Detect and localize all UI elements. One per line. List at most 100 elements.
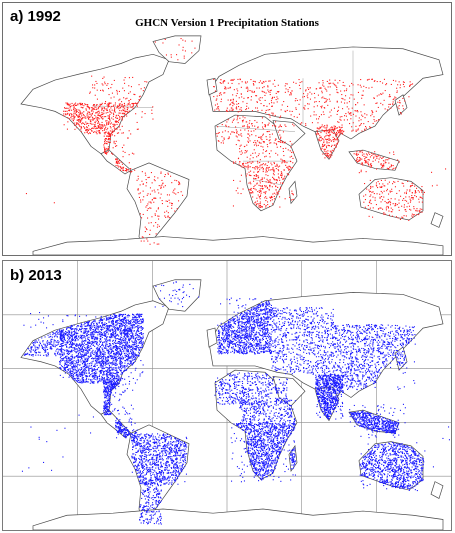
- station-point: [117, 121, 119, 123]
- station-point: [380, 179, 382, 181]
- station-point: [133, 348, 135, 350]
- station-point: [336, 91, 338, 93]
- station-point: [111, 320, 113, 322]
- station-point: [98, 359, 100, 361]
- station-point: [103, 360, 105, 362]
- station-point: [119, 118, 121, 120]
- station-point: [94, 376, 96, 378]
- station-point: [103, 335, 105, 337]
- station-point: [326, 124, 328, 126]
- station-point: [418, 214, 420, 216]
- station-point: [389, 190, 391, 192]
- station-point: [147, 208, 149, 210]
- station-point: [135, 102, 137, 104]
- station-point: [127, 107, 129, 109]
- station-point: [71, 332, 73, 334]
- station-point: [273, 170, 275, 172]
- station-point: [368, 201, 370, 203]
- station-point: [64, 357, 66, 359]
- station-point: [125, 322, 127, 324]
- station-point: [86, 126, 88, 128]
- station-point: [80, 368, 82, 370]
- station-point: [237, 187, 239, 189]
- station-point: [100, 319, 102, 321]
- station-point: [133, 317, 135, 319]
- station-point: [87, 350, 89, 352]
- station-point: [93, 358, 95, 360]
- station-point: [273, 198, 275, 200]
- station-point: [91, 130, 93, 132]
- station-point: [402, 108, 404, 110]
- station-point: [101, 321, 103, 323]
- station-point: [293, 125, 295, 127]
- station-point: [89, 92, 91, 94]
- station-point: [144, 81, 146, 83]
- station-point: [145, 179, 147, 181]
- station-point: [140, 320, 142, 322]
- station-point: [119, 358, 121, 360]
- station-point: [248, 107, 250, 109]
- station-point: [276, 101, 278, 103]
- station-point: [140, 240, 142, 242]
- landmass-japan: [394, 94, 408, 116]
- station-point: [78, 335, 80, 337]
- station-point: [93, 323, 95, 325]
- station-point: [121, 361, 123, 363]
- station-point: [78, 120, 80, 122]
- station-point: [85, 117, 87, 119]
- station-point: [180, 38, 182, 40]
- station-point: [99, 331, 101, 333]
- station-point: [124, 365, 126, 367]
- station-point: [367, 205, 369, 207]
- station-point: [320, 87, 322, 89]
- station-point: [128, 130, 130, 132]
- station-point: [121, 116, 123, 118]
- station-point: [109, 330, 111, 332]
- station-point: [102, 359, 104, 361]
- station-point: [99, 333, 101, 335]
- station-point: [94, 331, 96, 333]
- station-point: [248, 174, 250, 176]
- station-point: [320, 148, 322, 150]
- station-point: [103, 144, 105, 146]
- station-point: [262, 187, 264, 189]
- station-point: [121, 372, 123, 374]
- station-point: [112, 340, 114, 342]
- station-point: [266, 178, 268, 180]
- station-point: [141, 111, 143, 113]
- station-point: [112, 315, 114, 317]
- station-point: [232, 109, 234, 111]
- station-point: [110, 314, 112, 316]
- station-point: [319, 135, 321, 137]
- station-point: [360, 151, 362, 153]
- station-point: [256, 166, 258, 168]
- station-point: [272, 193, 274, 195]
- station-point: [85, 315, 87, 317]
- station-point: [103, 332, 105, 334]
- station-point: [88, 350, 90, 352]
- station-point: [136, 313, 138, 315]
- station-point: [268, 181, 270, 183]
- station-point: [89, 374, 91, 376]
- station-point: [102, 366, 104, 368]
- station-point: [371, 86, 373, 88]
- station-point: [292, 162, 294, 164]
- station-point: [113, 125, 115, 127]
- station-point: [123, 102, 125, 104]
- station-point: [111, 92, 113, 94]
- station-point: [270, 196, 272, 198]
- station-point: [265, 150, 267, 152]
- station-point: [107, 132, 109, 134]
- station-point: [319, 127, 321, 129]
- station-point: [134, 360, 136, 362]
- map-layer: [3, 261, 451, 530]
- station-point: [139, 342, 141, 344]
- station-point: [267, 201, 269, 203]
- station-point: [268, 153, 270, 155]
- station-point: [109, 343, 111, 345]
- station-point: [275, 179, 277, 181]
- station-point: [358, 160, 360, 162]
- station-point: [67, 330, 69, 332]
- station-point: [93, 108, 95, 110]
- station-point: [86, 378, 88, 380]
